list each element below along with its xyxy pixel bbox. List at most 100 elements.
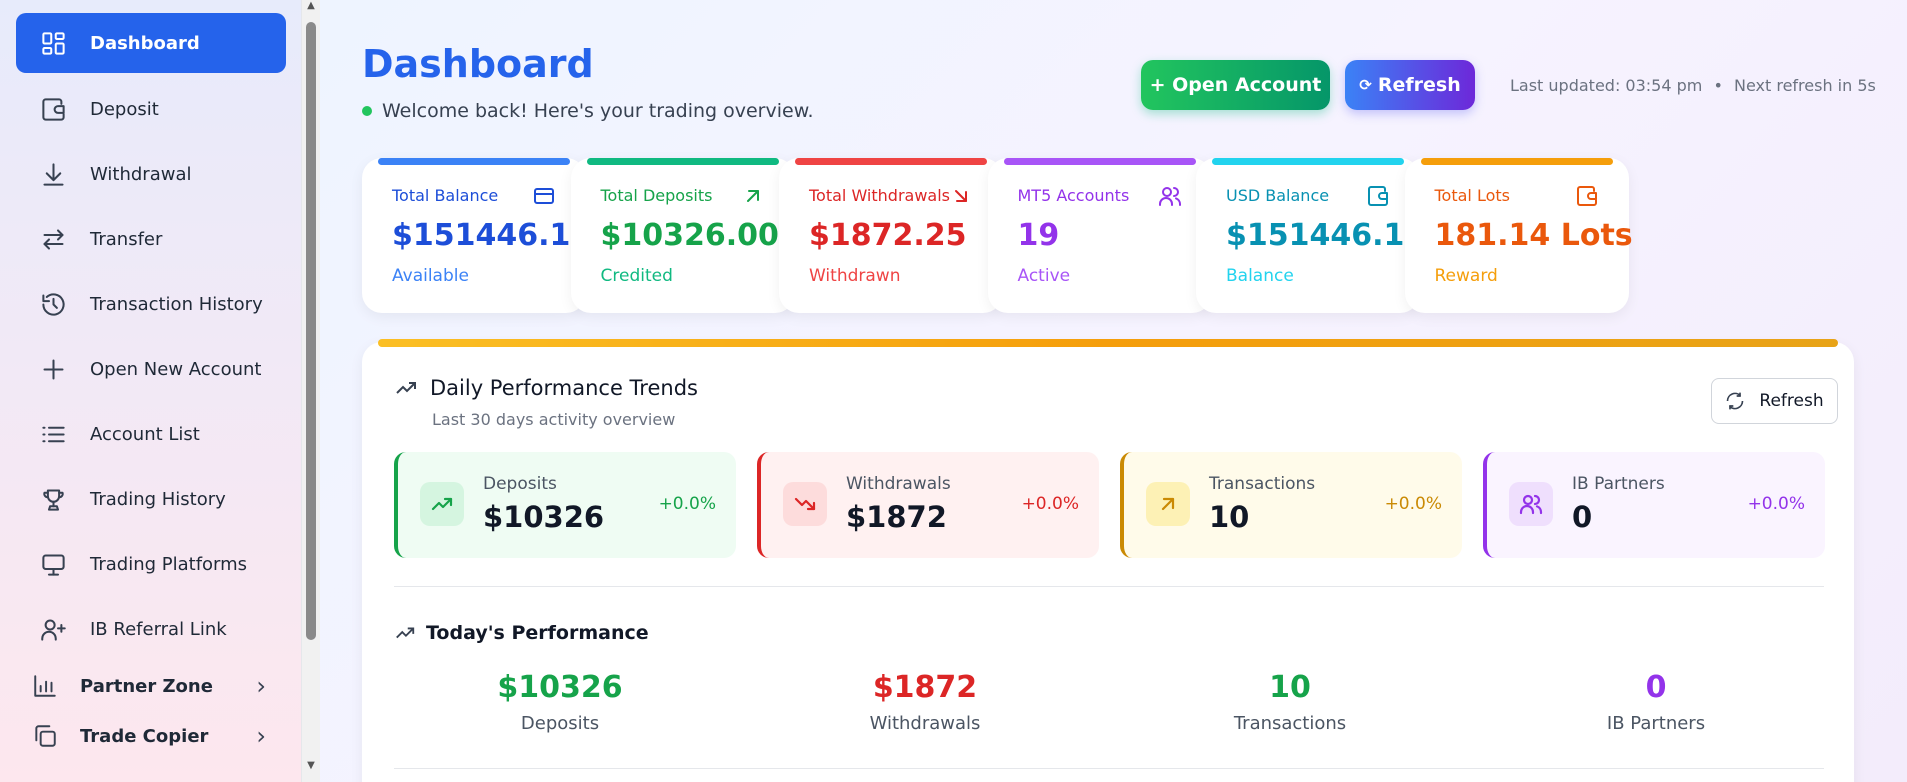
- plus-icon: [38, 354, 68, 384]
- todays-performance-title: Today's Performance: [394, 622, 649, 644]
- bar-chart-icon: [30, 671, 60, 701]
- scroll-down-arrow-icon[interactable]: ▼: [307, 760, 315, 771]
- sidebar-item-deposit[interactable]: Deposit: [16, 79, 286, 139]
- trend-card-change: +0.0%: [1021, 494, 1079, 514]
- sidebar-item-label: Dashboard: [90, 32, 200, 54]
- sidebar-item-label: IB Referral Link: [90, 618, 227, 640]
- scrollbar-thumb[interactable]: [306, 22, 316, 640]
- todays-performance-title-text: Today's Performance: [426, 622, 649, 644]
- welcome-text: Welcome back! Here's your trading overvi…: [382, 100, 814, 122]
- performance-title-text: Daily Performance Trends: [430, 376, 698, 400]
- stat-sublabel: Balance: [1226, 266, 1294, 286]
- stat-card-usd-balance: USD Balance $151446.11 Balance: [1196, 158, 1425, 313]
- stat-sublabel: Credited: [600, 266, 673, 286]
- performance-refresh-button[interactable]: Refresh: [1711, 378, 1838, 424]
- sidebar-item-withdrawal[interactable]: Withdrawal: [16, 144, 286, 204]
- sidebar-item-label: Trading Platforms: [90, 553, 248, 575]
- today-stat-value: $1872: [872, 670, 978, 705]
- trend-card-label: Transactions: [1209, 474, 1316, 494]
- sidebar-item-label: Deposit: [90, 98, 159, 120]
- transfer-arrows-icon: [38, 224, 68, 254]
- today-stat-label: IB Partners: [1606, 713, 1706, 734]
- arrow-up-right-icon: [741, 184, 765, 208]
- trending-up-icon: [396, 627, 415, 639]
- stat-accent-bar: [1212, 158, 1404, 165]
- sidebar-group-label: Partner Zone: [80, 675, 213, 697]
- sidebar-item-transfer[interactable]: Transfer: [16, 209, 286, 269]
- trending-up-icon: [420, 482, 464, 526]
- stat-accent-bar: [378, 158, 570, 165]
- next-refresh-text: Next refresh in 5s: [1733, 76, 1876, 95]
- refresh-icon: [1727, 392, 1744, 410]
- stat-value: $151446.11: [1226, 218, 1426, 253]
- today-stat-withdrawals: $1872 Withdrawals: [775, 670, 1075, 734]
- today-stat-value: 10: [1269, 670, 1311, 705]
- trend-card-label: Withdrawals: [846, 474, 951, 494]
- copy-icon: [30, 721, 60, 751]
- today-stat-transactions: 10 Transactions: [1140, 670, 1440, 734]
- trend-card-deposits: Deposits $10326 +0.0%: [394, 452, 736, 558]
- arrow-up-right-icon: [1146, 482, 1190, 526]
- trend-card-withdrawals: Withdrawals $1872 +0.0%: [757, 452, 1099, 558]
- performance-refresh-label: Refresh: [1759, 391, 1824, 411]
- download-icon: [38, 159, 68, 189]
- dashboard-icon: [38, 28, 68, 58]
- stat-sublabel: Withdrawn: [809, 266, 901, 286]
- trophy-icon: [38, 484, 68, 514]
- last-updated-text: Last updated: 03:54 pm: [1510, 76, 1703, 95]
- user-plus-icon: [38, 614, 68, 644]
- daily-performance-panel: Daily Performance Trends Last 30 days ac…: [362, 342, 1854, 782]
- refresh-icon: ⟳: [1359, 76, 1372, 94]
- sidebar-item-ib-referral-link[interactable]: IB Referral Link: [16, 599, 286, 659]
- sidebar-item-dashboard[interactable]: Dashboard: [16, 13, 286, 73]
- stat-card-total-withdrawals: Total Withdrawals $1872.25 Withdrawn: [779, 158, 1003, 313]
- online-status-dot: [362, 106, 372, 116]
- welcome-message: Welcome back! Here's your trading overvi…: [362, 100, 814, 122]
- monitor-icon: [38, 549, 68, 579]
- trend-card-change: +0.0%: [1747, 494, 1805, 514]
- sidebar-item-trading-platforms[interactable]: Trading Platforms: [16, 534, 286, 594]
- stat-accent-bar: [1003, 158, 1196, 165]
- divider: [394, 586, 1824, 587]
- sidebar: Dashboard Deposit Withdrawal Transfer Tr…: [0, 0, 302, 782]
- trending-up-icon: [396, 382, 416, 394]
- sidebar-item-account-list[interactable]: Account List: [16, 404, 286, 464]
- refresh-button[interactable]: ⟳ Refresh: [1345, 60, 1475, 110]
- performance-subtitle: Last 30 days activity overview: [432, 410, 676, 429]
- stat-label: Total Lots: [1434, 186, 1510, 205]
- page-title: Dashboard: [362, 42, 594, 86]
- sidebar-item-trading-history[interactable]: Trading History: [16, 469, 286, 529]
- trend-card-label: IB Partners: [1572, 474, 1665, 494]
- today-stat-value: 0: [1645, 670, 1667, 705]
- stat-value: 19: [1017, 218, 1060, 253]
- sidebar-scrollbar[interactable]: ▲ ▼: [302, 0, 320, 782]
- users-icon: [1509, 482, 1553, 526]
- today-stat-ib-partners: 0 IB Partners: [1506, 670, 1806, 734]
- wallet-icon: [38, 94, 68, 124]
- stat-label: MT5 Accounts: [1017, 186, 1130, 205]
- trend-card-change: +0.0%: [658, 494, 716, 514]
- sidebar-group-partner-zone[interactable]: Partner Zone ›: [16, 663, 286, 709]
- trend-card-value: $10326: [483, 500, 605, 534]
- sidebar-item-open-new-account[interactable]: Open New Account: [16, 339, 286, 399]
- chevron-right-icon: ›: [256, 722, 266, 750]
- today-stat-value: $10326: [497, 670, 623, 705]
- stat-card-total-deposits: Total Deposits $10326.00 Credited: [570, 158, 795, 313]
- stat-accent-bar: [795, 158, 987, 165]
- stat-sublabel: Active: [1017, 266, 1071, 286]
- divider: [394, 768, 1824, 769]
- stat-sublabel: Available: [392, 266, 469, 286]
- users-icon: [1158, 184, 1182, 208]
- trend-card-value: 10: [1209, 500, 1250, 534]
- scroll-up-arrow-icon[interactable]: ▲: [307, 0, 315, 11]
- sidebar-item-transaction-history[interactable]: Transaction History: [16, 274, 286, 334]
- stat-label: Total Balance: [392, 186, 499, 205]
- stat-value: 181.14 Lots: [1434, 218, 1633, 253]
- stat-label: USD Balance: [1226, 186, 1330, 205]
- trend-card-change: +0.0%: [1384, 494, 1442, 514]
- today-stat-deposits: $10326 Deposits: [410, 670, 710, 734]
- sidebar-group-trade-copier[interactable]: Trade Copier ›: [16, 713, 286, 759]
- trending-down-icon: [783, 482, 827, 526]
- sidebar-item-label: Account List: [90, 423, 200, 445]
- open-account-button[interactable]: + Open Account: [1141, 60, 1330, 110]
